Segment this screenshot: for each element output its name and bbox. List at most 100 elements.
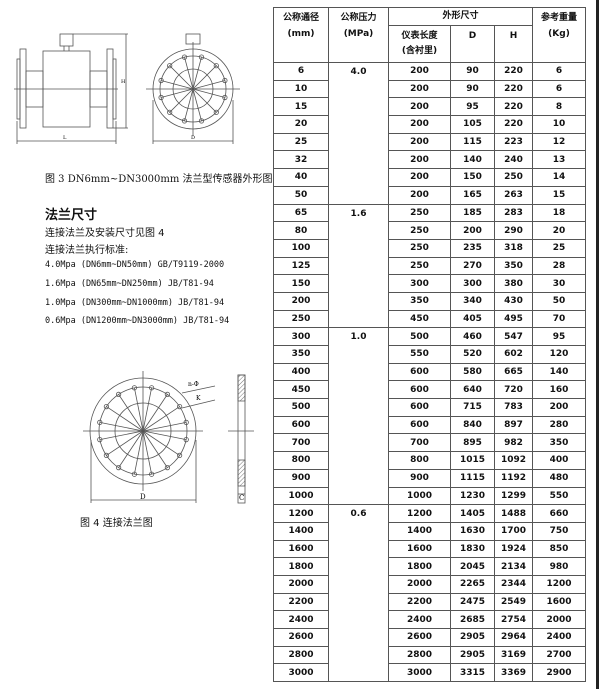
flange-dimension-table: 公称通径 (mm) 公称压力 (MPa) 外形尺寸 参考重量 (Kg) 仪表长度 (含衬…: [273, 7, 586, 683]
cell-H: 220: [494, 97, 533, 117]
cell-length: 250: [388, 221, 451, 240]
cell-D: 640: [450, 380, 495, 400]
header-weight: 参考重量 (Kg): [532, 7, 586, 63]
spoke-line: [184, 88, 194, 122]
cell-length: 200: [388, 132, 451, 152]
cell-diameter: 1000: [273, 486, 329, 506]
cell-weight: 160: [532, 380, 586, 400]
flange-drawing: n-Φ K D C: [83, 371, 254, 504]
cell-weight: 2900: [532, 663, 586, 683]
table-row: 100 250 235 318 25: [273, 238, 586, 258]
header-nominal-diameter: 公称通径 (mm): [273, 7, 329, 63]
front-view: [146, 33, 240, 144]
cell-H: 665: [494, 362, 533, 382]
cell-H: 1092: [494, 451, 533, 470]
cell-diameter: 2200: [273, 592, 329, 612]
cell-D: 270: [450, 256, 495, 276]
cell-weight: 400: [532, 451, 586, 470]
figure3-caption: 图 3 DN6mm~DN3000mm 法兰型传感器外形图: [45, 174, 273, 185]
bolt-hole: [97, 419, 103, 426]
cell-H: 430: [494, 291, 533, 311]
cell-diameter: 300: [273, 327, 329, 346]
header-D: D: [450, 25, 495, 63]
table-row: 1600 1600 1830 1924 850: [273, 539, 586, 559]
cell-pressure: 1.0: [328, 327, 389, 506]
table-row: 600 600 840 897 280: [273, 415, 586, 435]
cell-H: 1192: [494, 468, 533, 488]
table-row: 900 900 1115 1192 480: [273, 468, 586, 488]
cell-weight: 6: [532, 79, 586, 99]
cell-H: 220: [494, 62, 533, 81]
cell-length: 200: [388, 185, 451, 205]
cell-D: 840: [450, 415, 495, 435]
bolt-hole: [131, 471, 138, 477]
cell-H: 2964: [494, 628, 533, 647]
cell-H: 602: [494, 345, 533, 364]
cell-D: 1830: [450, 539, 495, 559]
page-edge: [596, 0, 599, 689]
cell-diameter: 200: [273, 291, 329, 311]
spoke-line: [142, 394, 168, 432]
bolt-hole: [167, 63, 173, 69]
bolt-hole: [103, 403, 110, 410]
table-row: 20 200 105 220 10: [273, 115, 586, 134]
cell-D: 1115: [450, 468, 495, 488]
table-row: 80 250 200 290 20: [273, 221, 586, 240]
cell-diameter: 2800: [273, 645, 329, 665]
table-row: 2400 2400 2685 2754 2000: [273, 610, 586, 629]
cell-length: 1600: [388, 539, 451, 559]
cell-diameter: 1200: [273, 504, 329, 523]
spoke-line: [142, 430, 168, 468]
cell-D: 2905: [450, 628, 495, 647]
bolt-hole: [115, 391, 122, 398]
cell-length: 1200: [388, 504, 451, 523]
cell-length: 250: [388, 203, 451, 223]
cell-D: 2685: [450, 610, 495, 629]
cell-length: 2200: [388, 592, 451, 612]
table-row: 125 250 270 350 28: [273, 256, 586, 276]
cell-D: 580: [450, 362, 495, 382]
bolt-hole: [97, 437, 103, 443]
spoke-line: [142, 430, 180, 456]
table-row: 2800 2800 2905 3169 2700: [273, 645, 586, 665]
table-row: 3000 3000 3315 3369 2900: [273, 663, 586, 683]
table-row: 50 200 165 263 15: [273, 185, 586, 205]
cell-diameter: 700: [273, 433, 329, 453]
dim-label-D: D: [191, 135, 195, 141]
bolt-hole: [164, 391, 171, 398]
flange-front-view: [83, 371, 203, 491]
cell-weight: 13: [532, 150, 586, 170]
cell-D: 1015: [450, 451, 495, 470]
cell-H: 2134: [494, 557, 533, 576]
cell-weight: 6: [532, 62, 586, 81]
cell-length: 200: [388, 97, 451, 117]
cell-diameter: 250: [273, 309, 329, 329]
cell-pressure: 0.6: [328, 504, 389, 683]
spoke-line: [184, 56, 194, 90]
spoke-line: [192, 56, 202, 90]
cell-D: 405: [450, 309, 495, 329]
cell-weight: 30: [532, 274, 586, 293]
cell-weight: 140: [532, 362, 586, 382]
bolt-hole: [183, 437, 189, 443]
cell-diameter: 125: [273, 256, 329, 276]
cell-weight: 8: [532, 97, 586, 117]
bolt-hole: [149, 385, 155, 391]
bolt-hole-label: n-Φ: [188, 381, 199, 388]
cell-D: 1405: [450, 504, 495, 523]
cell-H: 1924: [494, 539, 533, 559]
table-row: 2600 2600 2905 2964 2400: [273, 628, 586, 647]
cell-length: 250: [388, 256, 451, 276]
spoke-line: [142, 430, 152, 475]
cell-weight: 2400: [532, 628, 586, 647]
side-view: [14, 33, 128, 144]
cell-H: 1488: [494, 504, 533, 523]
standard-3: 1.0Mpa (DN300mm~DN1000mm) JB/T81-94: [45, 298, 225, 308]
cell-H: 547: [494, 327, 533, 346]
table-row: 300 1.0 500 460 547 95: [273, 327, 586, 506]
cell-diameter: 900: [273, 468, 329, 488]
cell-H: 223: [494, 132, 533, 152]
cell-length: 300: [388, 274, 451, 293]
cell-weight: 95: [532, 327, 586, 346]
cell-length: 550: [388, 345, 451, 364]
